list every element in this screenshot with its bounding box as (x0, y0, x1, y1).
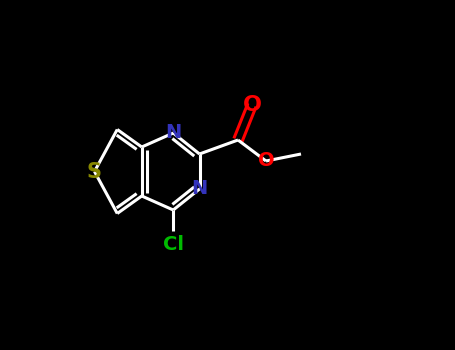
Text: N: N (192, 180, 207, 198)
Text: O: O (258, 152, 274, 170)
Text: Cl: Cl (163, 236, 184, 254)
Text: O: O (243, 95, 262, 115)
Text: S: S (87, 161, 102, 182)
Text: N: N (165, 124, 182, 142)
